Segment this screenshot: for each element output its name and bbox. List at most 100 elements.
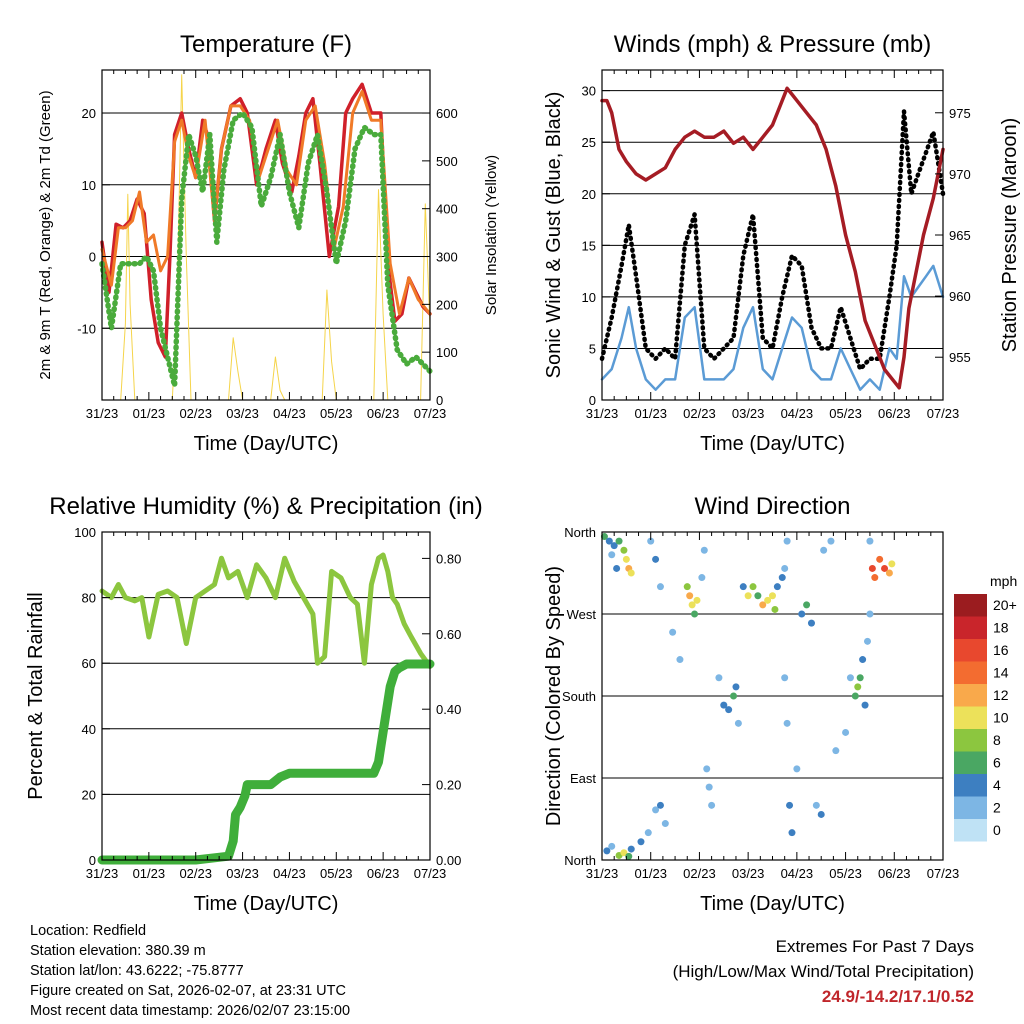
- y-tick-label: 25: [582, 135, 596, 150]
- x-tick-label: 05/23: [829, 866, 862, 881]
- y-tick-label: 100: [74, 525, 96, 540]
- y-axis-label: 2m & 9m T (Red, Orange) & 2m Td (Green): [37, 90, 54, 379]
- x-tick-label: 05/23: [320, 866, 353, 881]
- x-tick-label: 06/23: [878, 866, 911, 881]
- colorbar-swatch: [954, 706, 987, 729]
- series-2m-td: [99, 110, 433, 389]
- y-tick-label: 20: [82, 106, 96, 121]
- direction-point: [627, 569, 635, 577]
- direction-point: [846, 674, 854, 682]
- direction-point: [788, 829, 796, 837]
- colorbar-swatch: [954, 684, 987, 707]
- colorbar-swatch: [954, 594, 987, 617]
- station-location: Location: Redfield: [30, 923, 147, 939]
- y2-tick-label: 300: [436, 250, 458, 265]
- station-info: Location: Redfield Station elevation: 38…: [30, 921, 350, 1021]
- x-tick-label: 01/23: [634, 406, 667, 421]
- direction-point: [759, 601, 767, 609]
- x-tick-label: 03/23: [226, 866, 259, 881]
- direction-point: [778, 574, 786, 582]
- x-tick-label: 01/23: [133, 406, 166, 421]
- y-tick-label: 20: [82, 787, 96, 802]
- colorbar-label: 14: [993, 665, 1009, 681]
- direction-point: [644, 829, 652, 837]
- direction-point: [715, 674, 723, 682]
- y2-tick-label: 960: [949, 289, 971, 304]
- series-relative-humidity: [99, 552, 433, 669]
- x-tick-label: 06/23: [367, 406, 400, 421]
- direction-point: [686, 592, 694, 600]
- direction-point: [764, 596, 772, 604]
- series-station-pressure: [600, 86, 945, 390]
- colorbar-swatch: [954, 796, 987, 819]
- direction-point: [859, 656, 867, 664]
- y-tick-label: 15: [582, 238, 596, 253]
- y2-tick-label: 200: [436, 297, 458, 312]
- y2-tick-label: 0.00: [436, 853, 461, 868]
- x-tick-label: 04/23: [781, 406, 814, 421]
- y2-tick-label: 0.20: [436, 778, 461, 793]
- y-axis-label: Direction (Colored By Speed): [543, 566, 565, 826]
- direction-point: [605, 537, 613, 545]
- direction-point: [863, 637, 871, 645]
- y2-tick-label: 100: [436, 345, 458, 360]
- x-tick-label: 06/23: [367, 866, 400, 881]
- colorbar-swatch: [954, 751, 987, 774]
- colorbar-label: 4: [993, 777, 1001, 793]
- direction-point: [608, 551, 616, 559]
- x-tick-label: 04/23: [781, 866, 814, 881]
- x-tick-label: 05/23: [320, 406, 353, 421]
- direction-point: [868, 564, 876, 572]
- x-tick-label: 31/23: [586, 866, 619, 881]
- direction-point: [700, 546, 708, 554]
- direction-point: [856, 674, 864, 682]
- chart-winds: Winds (mph) & Pressure (mb) 31/23 01/23 02/…: [543, 31, 1021, 455]
- direction-point: [620, 849, 628, 857]
- direction-point: [691, 610, 699, 618]
- direction-point: [625, 852, 633, 860]
- colorbar-swatch: [954, 616, 987, 639]
- direction-point: [851, 692, 859, 700]
- direction-point: [734, 719, 742, 727]
- direction-point: [744, 592, 752, 600]
- x-tick-label: 02/23: [179, 866, 212, 881]
- direction-point: [725, 706, 733, 714]
- direction-point: [708, 801, 716, 809]
- x-tick-label: 07/23: [414, 406, 447, 421]
- direction-point: [817, 810, 825, 818]
- colorbar-label: 12: [993, 687, 1009, 703]
- direction-point: [647, 537, 655, 545]
- colorbar-swatch: [954, 729, 987, 752]
- direction-point: [861, 701, 869, 709]
- direction-point: [669, 628, 677, 636]
- direction-point: [771, 605, 779, 613]
- x-tick-label: 02/23: [179, 406, 212, 421]
- colorbar-label: 8: [993, 732, 1001, 748]
- station-latlon: Station lat/lon: 43.6222; -75.8777: [30, 963, 244, 979]
- direction-point: [603, 847, 611, 855]
- x-tick-label: 31/23: [86, 866, 119, 881]
- direction-point: [773, 583, 781, 591]
- direction-point: [876, 555, 884, 563]
- y-tick-label: 80: [82, 591, 96, 606]
- extremes-box: Extremes For Past 7 Days (High/Low/Max W…: [673, 934, 974, 1009]
- colorbar-swatch: [954, 774, 987, 797]
- y-tick-label: 40: [82, 722, 96, 737]
- y2-tick-label: 400: [436, 202, 458, 217]
- direction-point: [622, 555, 630, 563]
- direction-point: [608, 842, 616, 850]
- direction-point: [656, 801, 664, 809]
- direction-point: [739, 583, 747, 591]
- chart-temperature: Temperature (F) 31/23 01/23 02/23 03/23 04/23…: [37, 31, 500, 455]
- direction-point: [881, 564, 889, 572]
- direction-point: [798, 610, 806, 618]
- x-tick-label: 03/23: [732, 866, 765, 881]
- chart-title: Temperature (F): [180, 31, 352, 58]
- direction-point: [786, 801, 794, 809]
- direction-point: [854, 683, 862, 691]
- direction-point: [730, 692, 738, 700]
- y-tick-label: 10: [582, 290, 596, 305]
- direction-point: [703, 765, 711, 773]
- y-tick-label: East: [570, 771, 596, 786]
